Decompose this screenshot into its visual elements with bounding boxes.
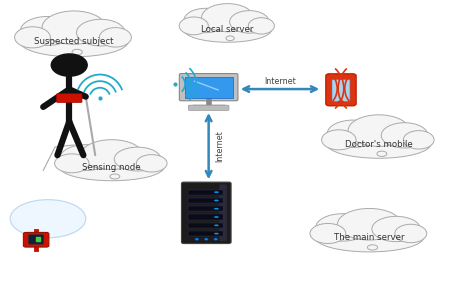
Ellipse shape [316,214,369,241]
FancyBboxPatch shape [182,182,231,243]
Ellipse shape [137,155,167,172]
Bar [188,190,223,195]
Text: Internet: Internet [215,130,224,162]
Ellipse shape [322,130,356,150]
Ellipse shape [377,151,387,156]
Ellipse shape [348,115,410,146]
Text: Doctor's mobile: Doctor's mobile [345,140,413,148]
Ellipse shape [337,208,401,240]
FancyBboxPatch shape [184,77,233,98]
Ellipse shape [60,145,112,171]
Ellipse shape [201,4,254,32]
Ellipse shape [60,153,164,181]
Ellipse shape [395,224,427,243]
Bar [188,214,223,220]
Ellipse shape [381,123,428,148]
Ellipse shape [20,26,128,57]
FancyBboxPatch shape [326,74,356,106]
FancyBboxPatch shape [179,74,238,101]
Ellipse shape [114,147,161,171]
Text: Local server: Local server [201,26,254,34]
FancyBboxPatch shape [56,94,82,103]
Ellipse shape [15,27,50,48]
FancyBboxPatch shape [332,80,350,101]
Text: Internet: Internet [264,76,296,86]
Text: Suspected subject: Suspected subject [34,37,114,46]
Ellipse shape [55,154,89,173]
Ellipse shape [403,131,434,149]
Ellipse shape [184,8,228,33]
Ellipse shape [327,129,431,158]
Ellipse shape [214,233,219,235]
Ellipse shape [248,18,274,34]
Circle shape [195,238,199,240]
Circle shape [338,100,343,103]
Ellipse shape [42,11,106,44]
Ellipse shape [229,11,269,33]
FancyBboxPatch shape [28,235,44,244]
Ellipse shape [372,216,420,242]
Text: Sensing node: Sensing node [82,163,141,172]
FancyBboxPatch shape [23,233,49,247]
Ellipse shape [315,223,424,252]
Ellipse shape [214,224,219,226]
Ellipse shape [367,245,378,250]
Ellipse shape [76,19,125,46]
Text: The main server: The main server [334,233,405,242]
Ellipse shape [81,140,143,170]
Ellipse shape [183,16,272,42]
Ellipse shape [214,191,219,193]
Ellipse shape [226,36,234,41]
Ellipse shape [100,28,131,47]
Ellipse shape [110,174,120,179]
FancyBboxPatch shape [188,105,229,111]
Bar [188,231,223,236]
Bar [188,206,223,211]
Ellipse shape [327,120,379,148]
Ellipse shape [310,223,346,243]
Bar [188,223,223,228]
Ellipse shape [179,17,208,35]
Ellipse shape [10,200,86,238]
Circle shape [214,238,218,240]
Ellipse shape [20,16,74,45]
Bar [188,198,223,203]
Circle shape [204,238,208,240]
Ellipse shape [214,208,219,210]
FancyBboxPatch shape [219,184,227,241]
Ellipse shape [72,49,82,55]
Ellipse shape [214,200,219,201]
Ellipse shape [214,216,219,218]
Circle shape [51,54,87,76]
